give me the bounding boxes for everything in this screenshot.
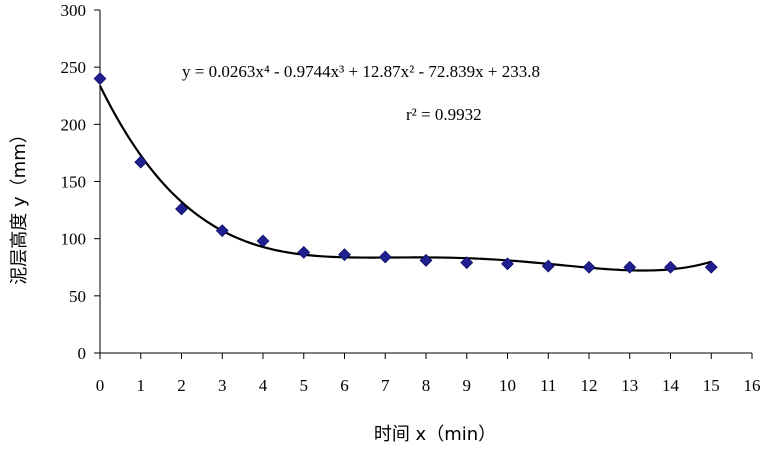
data-point-marker	[378, 250, 392, 264]
data-point-marker	[501, 257, 514, 271]
data-point-marker	[338, 248, 351, 262]
y-tick-label: 300	[61, 1, 87, 20]
y-axis-ticks: 0 50 100 150 200 250 300	[61, 1, 100, 363]
x-tick-label: 15	[703, 376, 720, 395]
x-tick-label: 10	[499, 376, 516, 395]
x-tick-label: 7	[381, 376, 390, 395]
y-tick-label: 100	[61, 230, 87, 249]
x-tick-label: 12	[581, 376, 598, 395]
data-point-marker	[134, 155, 148, 169]
data-point-marker	[541, 259, 555, 273]
data-point-marker	[664, 260, 677, 274]
x-tick-label: 4	[259, 376, 268, 395]
y-tick-label: 200	[61, 115, 87, 134]
data-point-marker	[256, 234, 270, 248]
x-tick-label: 9	[463, 376, 472, 395]
x-tick-label: 13	[621, 376, 638, 395]
data-point-marker	[93, 72, 107, 86]
x-tick-label: 11	[540, 376, 556, 395]
y-tick-label: 150	[61, 173, 87, 192]
data-point-marker	[419, 253, 433, 267]
data-point-marker	[704, 260, 718, 274]
data-point-marker	[582, 260, 596, 274]
y-axis-title: 泥层高度 y（mm）	[9, 125, 30, 284]
x-tick-label: 5	[300, 376, 309, 395]
data-point-marker	[460, 256, 474, 270]
trendline-equation: y = 0.0263x⁴ - 0.9744x³ + 12.87x² - 72.8…	[182, 62, 540, 81]
x-tick-label: 0	[96, 376, 105, 395]
x-tick-label: 8	[422, 376, 431, 395]
x-axis-title: 时间 x（min）	[374, 424, 496, 445]
x-tick-label: 16	[744, 376, 761, 395]
x-axis-ticks: 0 1 2 3 4 5 6 7 8 9 10 11 12 13 14 15 16	[96, 353, 761, 395]
data-points	[93, 72, 718, 274]
x-tick-label: 3	[218, 376, 227, 395]
data-point-marker	[623, 260, 637, 274]
trendline-curve	[99, 85, 712, 272]
data-point-marker	[297, 245, 311, 259]
r-squared-label: r² = 0.9932	[406, 105, 482, 124]
y-tick-label: 50	[69, 287, 86, 306]
data-point-marker	[215, 224, 229, 238]
x-tick-label: 2	[177, 376, 186, 395]
data-point-marker	[175, 202, 188, 216]
x-tick-label: 1	[137, 376, 146, 395]
y-tick-label: 0	[78, 344, 87, 363]
x-tick-label: 6	[340, 376, 349, 395]
y-tick-label: 250	[61, 58, 87, 77]
x-tick-label: 14	[662, 376, 680, 395]
